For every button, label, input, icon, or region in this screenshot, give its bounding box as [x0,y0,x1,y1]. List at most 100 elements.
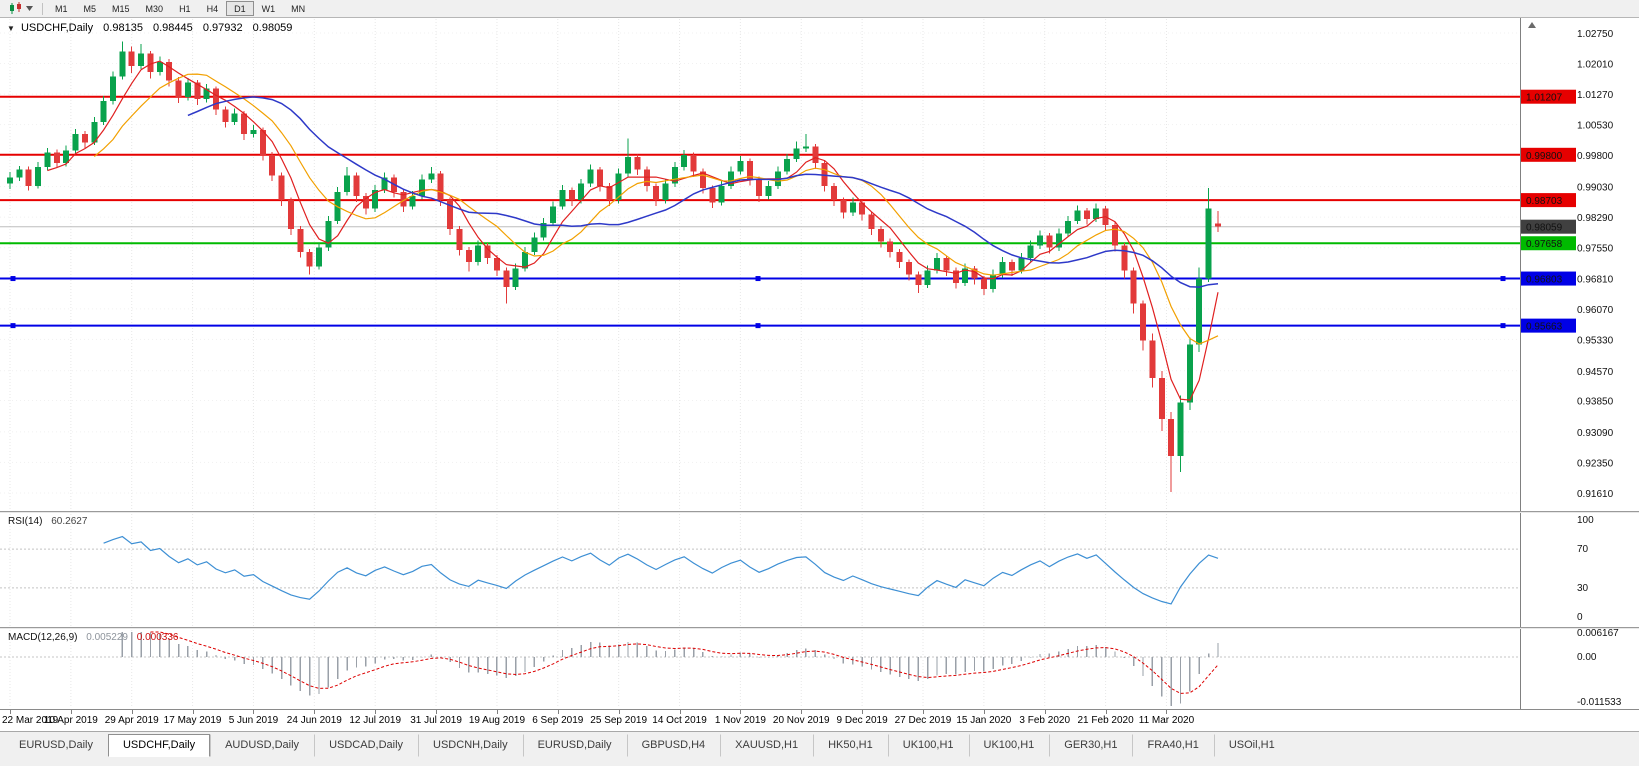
candle-up[interactable] [550,206,557,223]
candle-down[interactable] [241,113,248,135]
candle-down[interactable] [653,185,660,201]
candle-up[interactable] [662,183,669,201]
candle-down[interactable] [147,53,154,73]
candle-down[interactable] [1130,270,1137,304]
candle-down[interactable] [484,245,491,259]
candle-down[interactable] [971,268,978,279]
candle-down[interactable] [306,251,313,267]
tab-usoil-h1[interactable]: USOil,H1 [1213,734,1290,757]
candle-up[interactable] [559,189,566,207]
one-click-trading-arrow-icon[interactable]: ▼ [7,24,15,33]
candle-down[interactable] [1008,262,1015,271]
candle-down[interactable] [53,152,60,164]
candle-up[interactable] [203,88,210,100]
candle-down[interactable] [821,163,828,186]
tab-uk100-h1[interactable]: UK100,H1 [968,734,1050,757]
candle-down[interactable] [831,185,838,201]
candle-down[interactable] [278,175,285,201]
tab-ger30-h1[interactable]: GER30,H1 [1049,734,1132,757]
candle-down[interactable] [456,229,463,250]
line-handle[interactable] [755,323,761,329]
tab-usdcad-daily[interactable]: USDCAD,Daily [314,734,418,757]
candle-down[interactable] [1214,223,1221,227]
candle-up[interactable] [35,167,42,186]
panel-splitter[interactable] [0,511,1639,513]
candle-up[interactable] [250,130,257,135]
rsi-canvas[interactable]: 100 70 30 0 [0,513,1639,627]
timeframe-w1[interactable]: W1 [261,4,276,14]
candle-up[interactable] [428,173,435,180]
candle-up[interactable] [316,247,323,267]
candle-up[interactable] [475,245,482,263]
scale-arrow-icon[interactable] [1528,22,1536,28]
candle-down[interactable] [868,214,875,230]
candle-up[interactable] [409,196,416,207]
candle-up[interactable] [1065,220,1072,234]
candle-up[interactable] [587,169,594,184]
candle-up[interactable] [531,237,538,252]
candle-up[interactable] [737,160,744,172]
candle-up[interactable] [615,173,622,201]
candle-down[interactable] [596,169,603,186]
candle-up[interactable] [1186,344,1193,403]
macd-scale[interactable] [1521,629,1639,709]
candle-up[interactable] [793,148,800,159]
time-axis[interactable]: 22 Mar 2019 10 Apr 2019 29 Apr 2019 17 May … [0,709,1639,731]
candle-up[interactable] [924,270,931,285]
candle-down[interactable] [1111,224,1118,246]
candle-up[interactable] [1018,258,1025,271]
chart-type-icon[interactable] [3,1,38,17]
candle-up[interactable] [540,222,547,238]
candle-down[interactable] [400,191,407,207]
candle-down[interactable] [1121,245,1128,271]
timeframe-h4[interactable]: H4 [206,4,219,14]
candle-up[interactable] [728,171,735,186]
tab-usdcnh-daily[interactable]: USDCNH,Daily [418,734,523,757]
timeframe-mn[interactable]: MN [291,4,306,14]
candle-down[interactable] [1046,235,1053,248]
candle-up[interactable] [849,202,856,213]
candle-up[interactable] [1177,402,1184,457]
tab-xauusd-h1[interactable]: XAUUSD,H1 [720,734,813,757]
timeframe-h1[interactable]: H1 [179,4,191,14]
candle-up[interactable] [1074,210,1081,221]
candle-down[interactable] [259,130,266,155]
price-chart-canvas[interactable]: 1.02750 1.02010 1.01270 1.00530 0.99800 0.990… [0,18,1639,511]
candle-up[interactable] [625,156,632,174]
candle-down[interactable] [297,229,304,252]
candle-down[interactable] [746,160,753,180]
candle-up[interactable] [110,76,117,102]
candle-up[interactable] [999,262,1006,275]
candle-down[interactable] [222,109,229,122]
candle-up[interactable] [1027,245,1034,259]
candle-up[interactable] [1055,233,1062,248]
candle-down[interactable] [606,185,613,201]
candle-down[interactable] [353,175,360,197]
candle-up[interactable] [72,134,79,151]
candle-up[interactable] [802,146,809,149]
candle-up[interactable] [522,251,529,269]
candle-down[interactable] [634,156,641,170]
candle-up[interactable] [512,268,519,287]
tab-audusd-daily[interactable]: AUDUSD,Daily [210,734,314,757]
rsi-scale[interactable] [1521,513,1639,627]
candle-down[interactable] [465,249,472,263]
candle-up[interactable] [1196,278,1203,345]
line-handle[interactable] [10,323,16,329]
candle-down[interactable] [709,187,716,203]
candle-down[interactable] [896,251,903,263]
candle-down[interactable] [1168,419,1175,457]
timeframe-m30[interactable]: M30 [145,4,164,14]
candle-up[interactable] [578,183,585,201]
candle-down[interactable] [943,258,950,271]
candle-down[interactable] [812,146,819,164]
candle-up[interactable] [344,175,351,192]
candle-up[interactable] [1037,235,1044,246]
tab-gbpusd-h4[interactable]: GBPUSD,H4 [626,734,721,757]
candle-down[interactable] [859,202,866,215]
candle-down[interactable] [952,270,959,283]
candle-down[interactable] [194,82,201,100]
candle-up[interactable] [765,185,772,197]
candle-down[interactable] [25,169,32,186]
timeframe-d1[interactable]: D1 [226,1,254,16]
